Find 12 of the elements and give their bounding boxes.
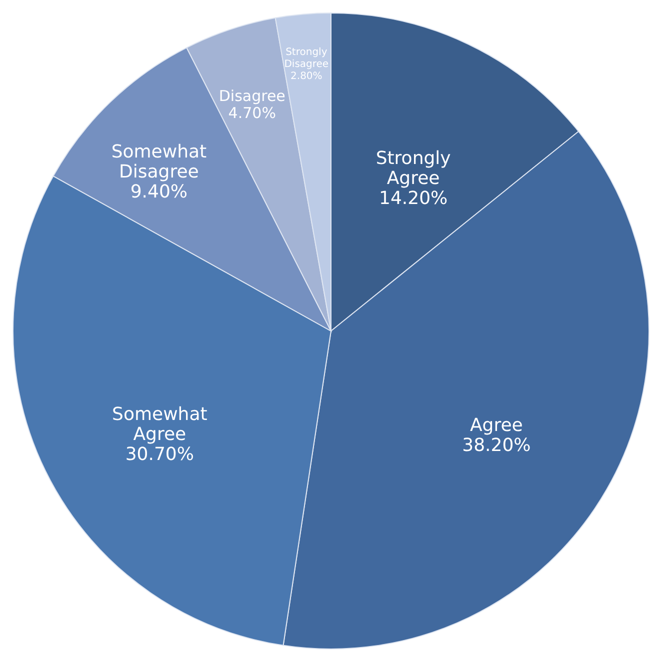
data-label: 2.80%: [290, 71, 322, 82]
data-label: 38.20%: [462, 435, 531, 456]
slice-label: Somewhat Agree: [112, 404, 208, 445]
data-label: 4.70%: [228, 104, 276, 122]
data-label: 14.20%: [379, 188, 448, 209]
data-label: 9.40%: [130, 181, 188, 202]
data-label: 30.70%: [125, 444, 194, 465]
slice-label: Strongly Disagree: [284, 47, 329, 70]
slice-label: Strongly Agree: [376, 148, 452, 189]
slice-label: Disagree: [218, 86, 286, 105]
slice-label: Somewhat Disagree: [111, 141, 207, 182]
slice-label: Agree: [470, 415, 523, 436]
